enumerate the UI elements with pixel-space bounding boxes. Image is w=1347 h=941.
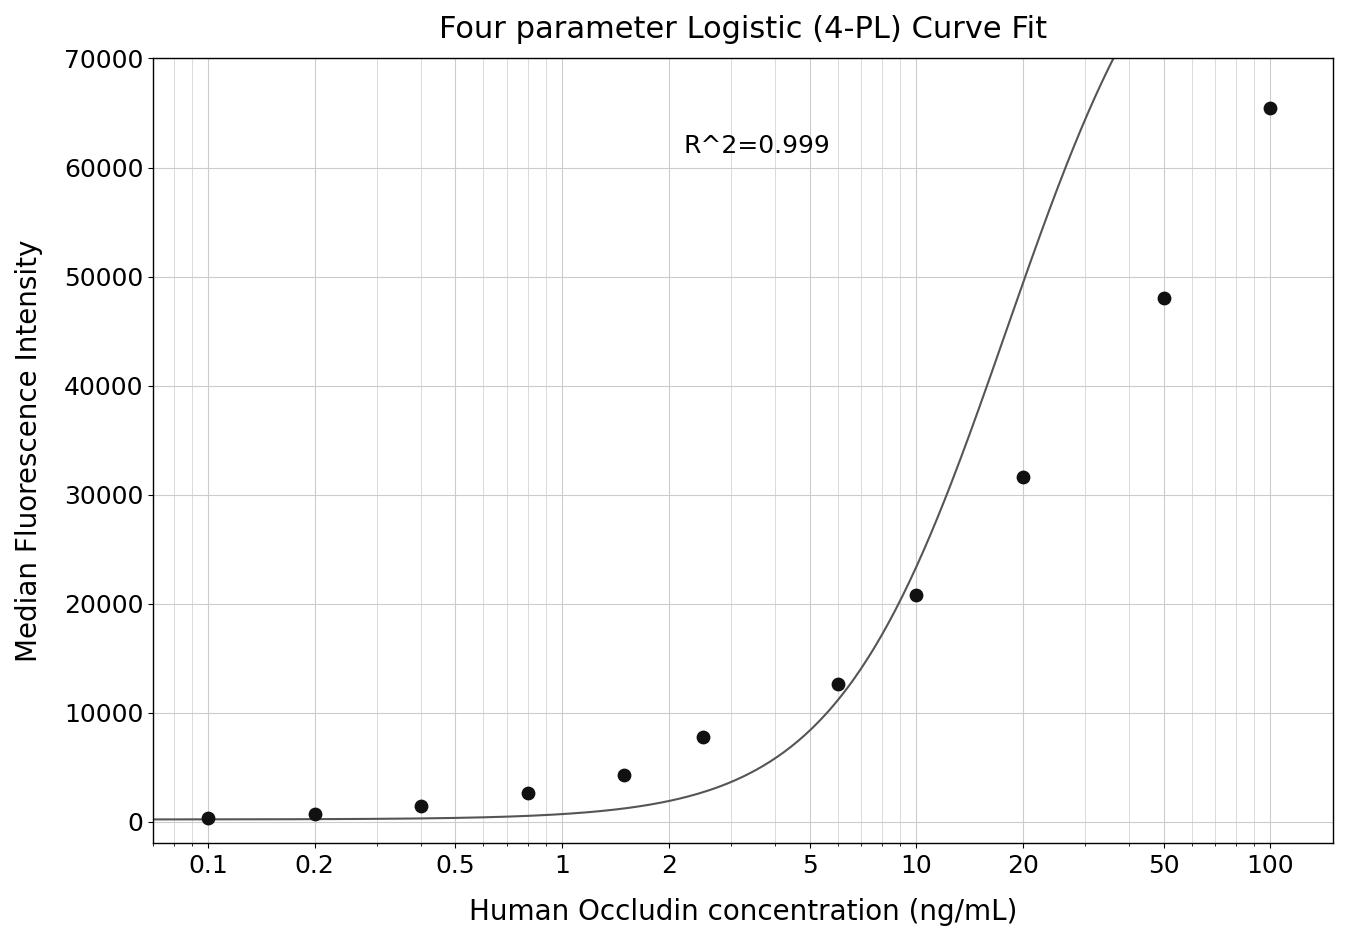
Point (1152, 291, 1173, 306)
Point (613, 767, 634, 782)
Text: R^2=0.999: R^2=0.999 (683, 134, 830, 158)
Point (1012, 470, 1033, 485)
Point (197, 811, 218, 826)
Point (409, 799, 431, 814)
Point (303, 806, 325, 821)
Point (1259, 101, 1281, 116)
Y-axis label: Median Fluorescence Intensity: Median Fluorescence Intensity (15, 240, 43, 662)
X-axis label: Human Occludin concentration (ng/mL): Human Occludin concentration (ng/mL) (469, 898, 1017, 926)
Point (827, 677, 849, 692)
Point (692, 729, 714, 744)
Point (905, 587, 927, 602)
Title: Four parameter Logistic (4-PL) Curve Fit: Four parameter Logistic (4-PL) Curve Fit (439, 15, 1047, 44)
Point (517, 786, 539, 801)
